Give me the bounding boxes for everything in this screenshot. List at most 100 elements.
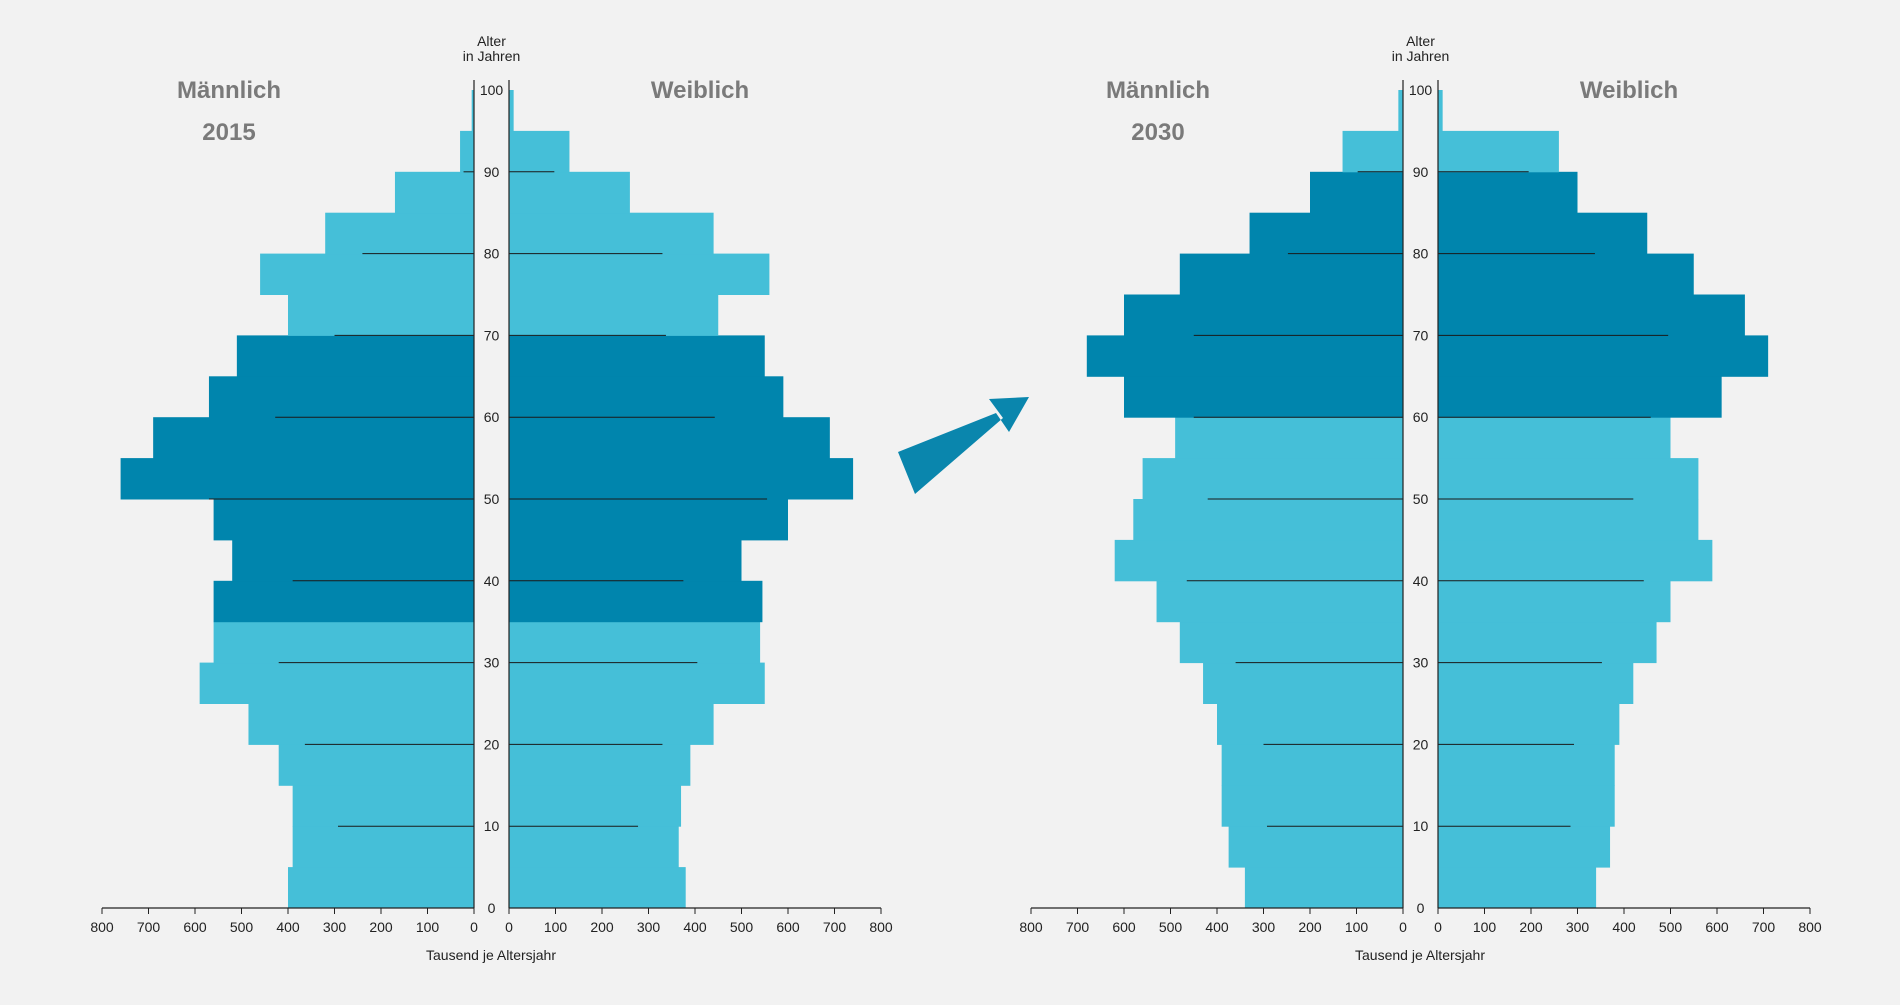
male-value-tick-label: 100 [1345, 919, 1369, 935]
female-value-tick-label: 100 [1473, 919, 1497, 935]
male-bar-age-75 [260, 253, 474, 295]
male-value-tick-label: 600 [1112, 919, 1136, 935]
female-bar-age-60 [509, 376, 784, 418]
male-bar-age-5 [292, 826, 474, 868]
female-bar-age-70 [1438, 294, 1745, 336]
female-value-tick-label: 300 [637, 919, 661, 935]
female-bar-age-55 [1438, 417, 1671, 459]
male-bar-age-15 [1221, 744, 1403, 786]
female-value-tick-label: 500 [1659, 919, 1683, 935]
male-bar-age-15 [278, 744, 474, 786]
male-bar-age-95 [471, 90, 474, 132]
age-tick-label: 100 [1409, 82, 1433, 98]
male-bar-age-70 [1124, 294, 1403, 336]
female-bar-age-55 [509, 417, 830, 459]
age-tick-label: 20 [484, 736, 500, 752]
male-bar-age-10 [1221, 785, 1403, 827]
value-axis-title: Tausend je Altersjahr [1355, 947, 1485, 963]
male-bar-age-90 [460, 130, 474, 173]
female-bar-age-15 [1438, 744, 1615, 786]
female-bar-age-90 [509, 130, 570, 173]
male-label: Männlich [1106, 77, 1210, 104]
male-bar-age-50 [1142, 458, 1403, 500]
female-bar-age-5 [1438, 826, 1611, 868]
male-value-tick-label: 100 [416, 919, 440, 935]
male-bar-age-55 [153, 417, 474, 459]
male-value-tick-label: 800 [1019, 919, 1043, 935]
female-bar-age-75 [509, 253, 770, 295]
male-value-tick-label: 500 [1159, 919, 1183, 935]
male-value-tick-label: 400 [1205, 919, 1229, 935]
female-bar-age-60 [1438, 376, 1722, 418]
female-bar-age-20 [1438, 703, 1620, 745]
female-bar-age-25 [509, 662, 765, 704]
female-bar-age-65 [1438, 335, 1769, 377]
female-bar-age-5 [509, 826, 679, 868]
male-bar-age-20 [1217, 703, 1403, 745]
male-bar-age-25 [1203, 662, 1403, 704]
age-tick-label: 0 [488, 900, 496, 916]
age-tick-label: 90 [484, 164, 500, 180]
male-value-tick-label: 800 [90, 919, 114, 935]
female-value-tick-label: 100 [544, 919, 568, 935]
age-tick-label: 80 [484, 246, 500, 262]
age-tick-label: 70 [484, 327, 500, 343]
female-bar-age-25 [1438, 662, 1634, 704]
female-bar-age-45 [1438, 499, 1699, 541]
age-tick-label: 60 [484, 409, 500, 425]
male-bar-age-90 [1342, 130, 1403, 173]
age-tick-label: 60 [1413, 409, 1429, 425]
male-value-tick-label: 700 [137, 919, 161, 935]
male-bar-age-70 [288, 294, 474, 336]
age-tick-label: 0 [1417, 900, 1425, 916]
male-value-tick-label: 300 [1252, 919, 1276, 935]
male-value-tick-label: 400 [276, 919, 300, 935]
age-axis-title: Alter [1406, 33, 1435, 49]
age-tick-label: 50 [1413, 491, 1429, 507]
female-bars-2015 [509, 90, 854, 909]
female-label: Weiblich [1580, 77, 1678, 104]
male-bar-age-30 [213, 621, 474, 664]
female-bar-age-0 [1438, 867, 1597, 909]
male-bar-age-50 [120, 458, 474, 500]
age-tick-label: 30 [1413, 655, 1429, 671]
male-bar-age-80 [1249, 212, 1403, 255]
male-bar-age-85 [394, 171, 474, 214]
male-value-tick-label: 200 [1298, 919, 1322, 935]
male-bar-age-25 [199, 662, 474, 704]
female-value-tick-label: 200 [1519, 919, 1543, 935]
male-label: Männlich [177, 77, 281, 104]
male-bar-age-10 [292, 785, 474, 827]
female-value-tick-label: 500 [730, 919, 754, 935]
arrow-right-icon [898, 397, 1029, 494]
female-bar-age-35 [1438, 580, 1671, 623]
female-bar-age-80 [1438, 212, 1648, 255]
value-axis-title: Tausend je Altersjahr [426, 947, 556, 963]
female-bar-age-10 [1438, 785, 1615, 827]
female-value-tick-label: 0 [505, 919, 513, 935]
male-value-tick-label: 500 [230, 919, 254, 935]
female-bar-age-0 [509, 867, 686, 909]
male-bar-age-65 [236, 335, 474, 377]
female-bar-age-35 [509, 580, 763, 623]
year-label: 2015 [202, 119, 255, 146]
female-bar-age-85 [509, 171, 630, 214]
female-bar-age-95 [509, 90, 514, 132]
male-bar-age-5 [1228, 826, 1403, 868]
female-value-tick-label: 400 [1612, 919, 1636, 935]
female-bar-age-40 [1438, 539, 1713, 582]
male-bar-age-0 [1244, 867, 1403, 909]
female-bar-age-65 [509, 335, 765, 377]
age-axis-subtitle: in Jahren [1392, 48, 1450, 64]
age-tick-label: 30 [484, 655, 500, 671]
male-bars-2030 [1086, 90, 1403, 909]
female-bar-age-40 [509, 539, 742, 582]
male-bar-age-45 [213, 499, 474, 541]
female-bar-age-90 [1438, 130, 1559, 173]
male-bar-age-95 [1398, 90, 1403, 132]
male-bar-age-20 [248, 703, 474, 745]
male-bar-age-30 [1179, 621, 1403, 664]
